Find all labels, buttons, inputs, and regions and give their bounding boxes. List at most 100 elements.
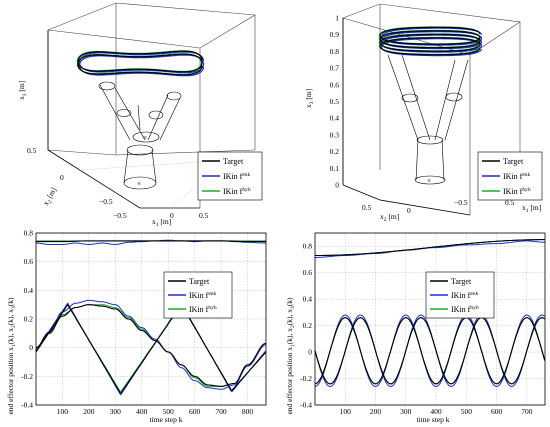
robot-joint: [116, 109, 132, 117]
z-ticks-right: 0 0.1 0.2 0.3 0.4 0.5 0.6 0.7 0.8 0.9 1: [330, 14, 340, 190]
robot-origin-mark: ×: [427, 176, 431, 185]
box-top-face: [47, 2, 256, 49]
robot-link: [401, 54, 431, 141]
robot-link: [387, 54, 419, 141]
trajectory-3d-right: [378, 26, 483, 57]
legend-label-hyb: IKin fhyb: [223, 187, 251, 196]
panel-2d-right: 100 200 300 400 500 600 700 -0.4 -0.2 0 0.2 0.4 0.6 0…: [285, 232, 546, 424]
x-tick-label: 400: [430, 407, 442, 416]
xlabel-bottom-left: time step k: [150, 415, 183, 424]
x-tick-label: 200: [83, 407, 95, 416]
robot-link: [137, 104, 141, 131]
y-tick-label: 0: [29, 343, 33, 352]
robot-origin-mark: ×: [137, 179, 141, 188]
y-tick-label: 0.8: [303, 242, 313, 251]
x-tick-label: 200: [370, 407, 382, 416]
y-tick-label: -0.2: [300, 374, 312, 383]
x-tick-label: 500: [163, 407, 175, 416]
robot-link: [114, 87, 146, 141]
z-tick-label: 0.6: [330, 80, 340, 89]
box-edge: [115, 149, 256, 156]
axis-x2: [342, 184, 381, 201]
legend-label-enk: IKin fenk: [189, 291, 217, 300]
legend-label-target: Target: [223, 157, 244, 166]
legend-label-target: Target: [189, 277, 210, 286]
robot-link: [147, 94, 169, 141]
legend-label-hyb: IKin fhyb: [503, 187, 531, 196]
robot-base: [414, 175, 446, 185]
x-tick-label: 500: [461, 407, 473, 416]
robot-link: [434, 59, 456, 141]
legend-label-enk: IKin fenk: [223, 172, 251, 181]
robot-joint: [166, 91, 182, 101]
robot-link: [444, 59, 469, 141]
series-bottom-left: [35, 239, 267, 396]
y-tick-label: -0.2: [21, 372, 33, 381]
panel-2d-left: 100 200 300 400 500 600 700 800 -0.4 -0.2 0 0.2 0.4 0…: [6, 229, 267, 424]
axis-x1: [379, 199, 471, 216]
series-line-target-xb: [314, 317, 546, 385]
series-line-target-xa: [314, 317, 546, 385]
plot-frame: [35, 232, 267, 406]
box-edge: [47, 149, 117, 156]
x-tick-label: 700: [521, 407, 533, 416]
series-line-enk-x1: [35, 299, 267, 390]
tick-label: −0.5: [454, 198, 468, 207]
ylabel-bottom-right: end effector position x1(k), x2(k), x3(k…: [285, 297, 296, 415]
tick-label: −0.5: [99, 197, 113, 206]
robot-joint: [132, 131, 160, 143]
tick-label: 0: [407, 206, 411, 215]
legend-label-enk: IKin fenk: [503, 172, 531, 181]
robot-link: [99, 84, 131, 141]
axis-label-x1: x1 [m]: [522, 203, 541, 214]
trajectory-enk: [78, 51, 205, 77]
y-tick-label: -0.4: [300, 401, 312, 410]
y-tick-label: 0.6: [303, 268, 313, 277]
y-tick-label: 0.2: [303, 321, 313, 330]
x-tick-label: 300: [110, 407, 122, 416]
x-tick-label: 100: [57, 407, 69, 416]
tick-label: 0: [60, 173, 64, 182]
panel-3d-left: 0.5 0 −0.5 −0.5 0 0.5 x1 [m] x2 [m] x3 […: [17, 2, 263, 228]
legend-label-hyb: IKin fhyb: [189, 305, 217, 314]
tick-label: 0.5: [505, 198, 515, 207]
robot-link: [159, 97, 181, 141]
legend-3d-right: Target IKin fenk IKin fhyb: [477, 151, 543, 201]
robot-joint: [416, 135, 444, 145]
axis-label-x2: x2 [m]: [380, 212, 399, 223]
trajectory-enk: [380, 27, 483, 57]
z-tick-label: 0.3: [330, 130, 340, 139]
tick-label: 0.5: [362, 203, 372, 212]
ylabel-bottom-left: end effector position x1(k), x2(k), x3(k…: [6, 297, 17, 415]
axis-label-x2: x2 [m]: [41, 186, 60, 208]
y-tick-label: 0.6: [24, 257, 34, 266]
legend-label-hyb: IKin fhyb: [451, 305, 479, 314]
x-tick-label: 600: [491, 407, 503, 416]
robot-joint: [445, 92, 463, 102]
x-tick-label: 600: [189, 407, 201, 416]
xlabel-bottom-right: time step k: [417, 415, 450, 424]
z-tick-label: 0.2: [330, 147, 340, 156]
legend-bottom-left: Target IKin fenk IKin fhyb: [163, 271, 233, 319]
legend-label-target: Target: [503, 157, 524, 166]
robot-link: [123, 149, 129, 184]
z-tick-label: 0.4: [330, 114, 340, 123]
z-tick-label: 0.8: [330, 47, 340, 56]
robot-joint: [98, 81, 116, 91]
legend-bottom-right: Target IKin fenk IKin fhyb: [425, 271, 495, 319]
series-line-hyb-xb: [314, 317, 546, 385]
series-line-target-x3: [315, 239, 545, 257]
tick-label: 0.5: [27, 146, 37, 155]
z-tick-label: 0: [335, 181, 339, 190]
robot-center-mark: ×: [143, 133, 147, 142]
y-tick-label: 0.4: [303, 295, 313, 304]
axis-x2: [47, 149, 141, 209]
panel-3d-right: 0 0.1 0.2 0.3 0.4 0.5 0.6 0.7 0.8 0.9 1 0.5 0 −0.5…: [304, 3, 543, 223]
robot-joint: [148, 110, 164, 120]
axis-label-x1: x1 [m]: [152, 217, 171, 228]
x-tick-label: 800: [242, 407, 254, 416]
z-tick-label: 1: [335, 14, 339, 23]
robot-link: [415, 139, 419, 181]
